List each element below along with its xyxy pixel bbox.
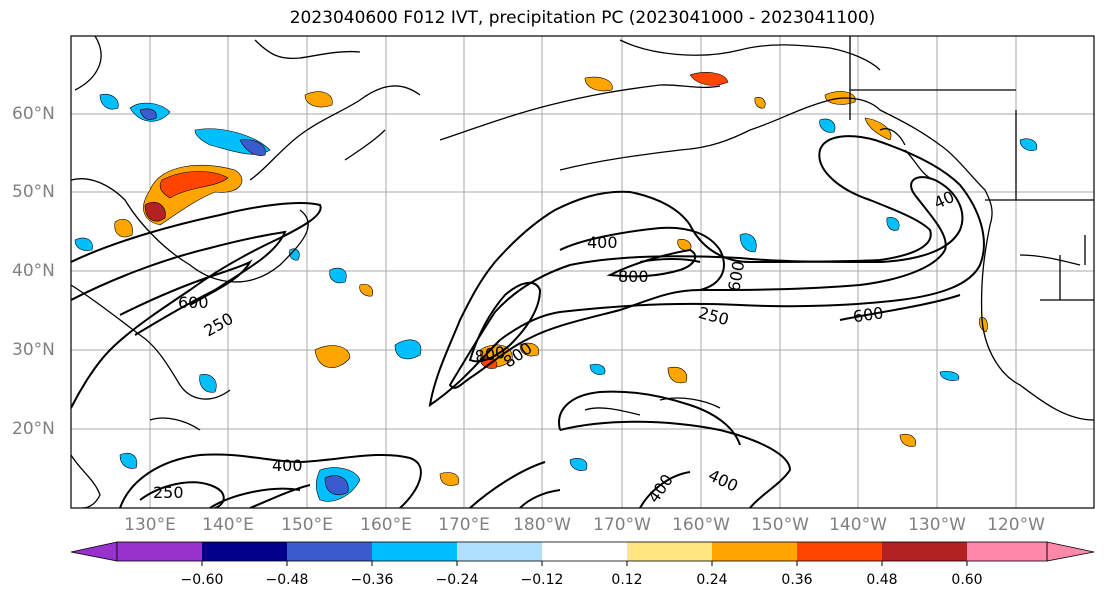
contour-label: 400 [272, 456, 303, 475]
lon-label: 160°W [672, 515, 730, 535]
contour-label: 400 [644, 471, 677, 507]
lon-label: 150°W [751, 515, 809, 535]
colorbar-tick-label: −0.48 [265, 572, 309, 588]
contour-label: 600 [852, 303, 885, 326]
grid-lines [71, 36, 1094, 508]
colorbar-tick-label: 0.12 [611, 572, 643, 588]
contour-label: 600 [724, 259, 748, 292]
contour-label: 800 [618, 267, 649, 286]
lon-label: 180°W [513, 515, 571, 535]
lon-label: 150°E [281, 515, 333, 535]
lon-label: 120°W [987, 515, 1045, 535]
lon-label: 140°W [829, 515, 887, 535]
contour-label: 40 [931, 187, 957, 213]
lon-label: 170°W [593, 515, 651, 535]
lat-label: 40°N [12, 261, 55, 281]
colorbar-tick-label: −0.36 [350, 572, 394, 588]
ivt-contours [71, 135, 985, 508]
lon-label: 160°E [360, 515, 412, 535]
contour-label: 250 [201, 309, 237, 341]
colorbar-tick-label: −0.60 [180, 572, 224, 588]
colorbar-tick-label: 0.48 [866, 572, 898, 588]
lon-label: 170°E [438, 515, 490, 535]
contour-labels: 400 800 600 250 600 40 800 800 600 250 4… [153, 187, 957, 506]
contour-label: 600 [178, 293, 209, 312]
map-frame [70, 35, 1095, 509]
colorbar [70, 541, 1095, 566]
lon-label: 130°E [124, 515, 176, 535]
lon-label: 130°W [908, 515, 966, 535]
map-title: 2023040600 F012 IVT, precipitation PC (2… [289, 8, 876, 28]
colorbar-tick-label: 0.24 [696, 572, 728, 588]
lat-label: 60°N [12, 104, 55, 124]
lat-label: 30°N [12, 340, 55, 360]
colorbar-tick-label: 0.60 [951, 572, 983, 588]
contour-label: 400 [705, 466, 741, 496]
coastlines [71, 36, 1094, 508]
lon-label: 140°E [202, 515, 254, 535]
lat-label: 50°N [12, 182, 55, 202]
lat-label: 20°N [12, 419, 55, 439]
colorbar-tick-label: −0.12 [520, 572, 564, 588]
precip-patches [74, 72, 1038, 502]
colorbar-tick-label: −0.24 [435, 572, 479, 588]
contour-label: 250 [153, 483, 184, 502]
contour-label: 400 [587, 233, 618, 252]
colorbar-tick-label: 0.36 [781, 572, 813, 588]
contour-label: 250 [697, 303, 731, 329]
